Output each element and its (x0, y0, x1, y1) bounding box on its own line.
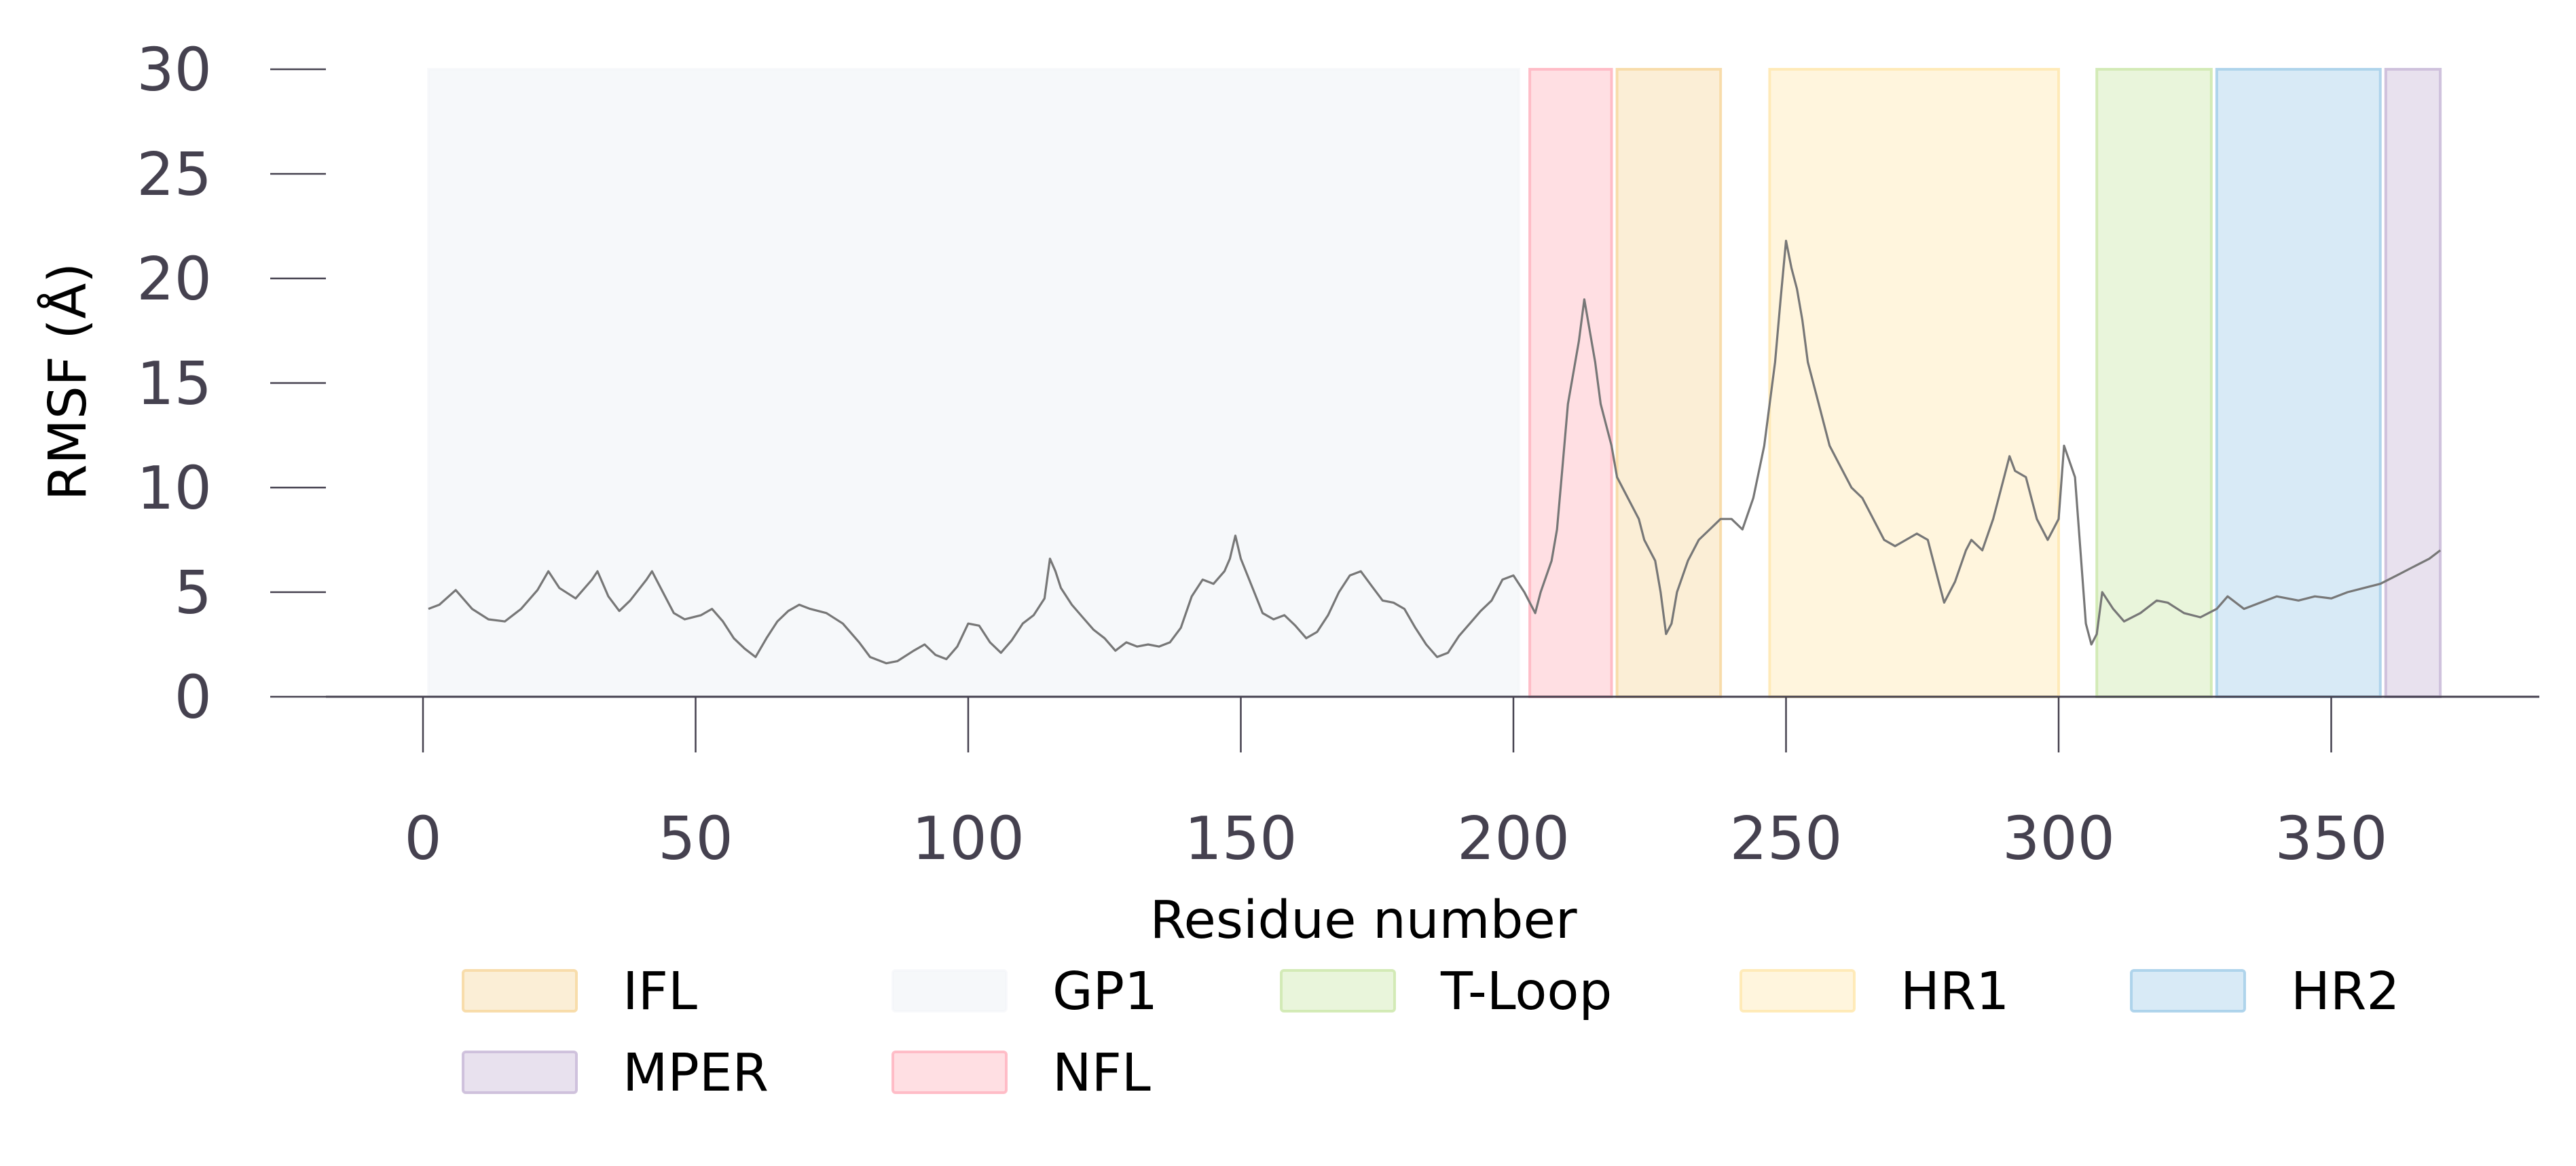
x-tick-label: 350 (2275, 804, 2387, 873)
legend-label-hr2: HR2 (2291, 962, 2399, 1022)
legend-label-ifl: IFL (623, 962, 697, 1022)
y-tick-label: 20 (136, 244, 212, 314)
legend-swatch-ifl (462, 969, 578, 1013)
y-axis-label: RMSF (Å) (37, 263, 98, 500)
region-band-hr1 (1768, 68, 2060, 698)
legend-label-nfl: NFL (1052, 1043, 1151, 1104)
legend-label-t-loop: T-Loop (1440, 962, 1612, 1022)
legend-swatch-gp1 (891, 969, 1008, 1013)
x-tick-label: 300 (2002, 804, 2115, 873)
series-layer (428, 240, 2442, 665)
region-bands (427, 68, 2442, 698)
region-band-hr2 (2215, 68, 2382, 698)
legend-swatch-hr1 (1740, 969, 1856, 1013)
legend-label-gp1: GP1 (1052, 962, 1158, 1022)
region-band-gp1 (427, 68, 1521, 698)
y-tick-label: 10 (136, 454, 212, 523)
x-tick-label: 250 (1729, 804, 1842, 873)
legend-label-hr1: HR1 (1900, 962, 2009, 1022)
series-line-1 (428, 240, 2442, 665)
y-tick-label: 30 (136, 35, 212, 105)
legend-swatch-t-loop (1280, 969, 1396, 1013)
x-tick-label: 100 (912, 804, 1025, 873)
x-axis-ticks: 0 50 100 150 200 250 300 350 (404, 697, 2388, 873)
legend-swatch-mper (462, 1051, 578, 1094)
x-tick-label: 200 (1457, 804, 1570, 873)
y-tick-label: 15 (136, 349, 212, 418)
legend-swatch-nfl (891, 1051, 1008, 1094)
region-band-ifl (1615, 68, 1723, 698)
y-tick-label: 25 (136, 140, 212, 209)
legend-swatch-hr2 (2130, 969, 2246, 1013)
legend: IFL GP1 T-Loop HR1 HR2 MPER NFL (462, 962, 2399, 1104)
x-tick-label: 50 (658, 804, 733, 873)
y-axis-ticks: 0 5 10 15 20 25 30 (136, 35, 326, 732)
y-tick-label: 0 (174, 663, 212, 732)
region-band-t-loop (2095, 68, 2213, 698)
region-band-mper (2384, 68, 2442, 698)
x-tick-label: 0 (404, 804, 441, 873)
legend-label-mper: MPER (623, 1043, 769, 1104)
x-tick-label: 150 (1184, 804, 1297, 873)
y-tick-label: 5 (174, 558, 212, 627)
x-axis-label: Residue number (1150, 890, 1577, 951)
